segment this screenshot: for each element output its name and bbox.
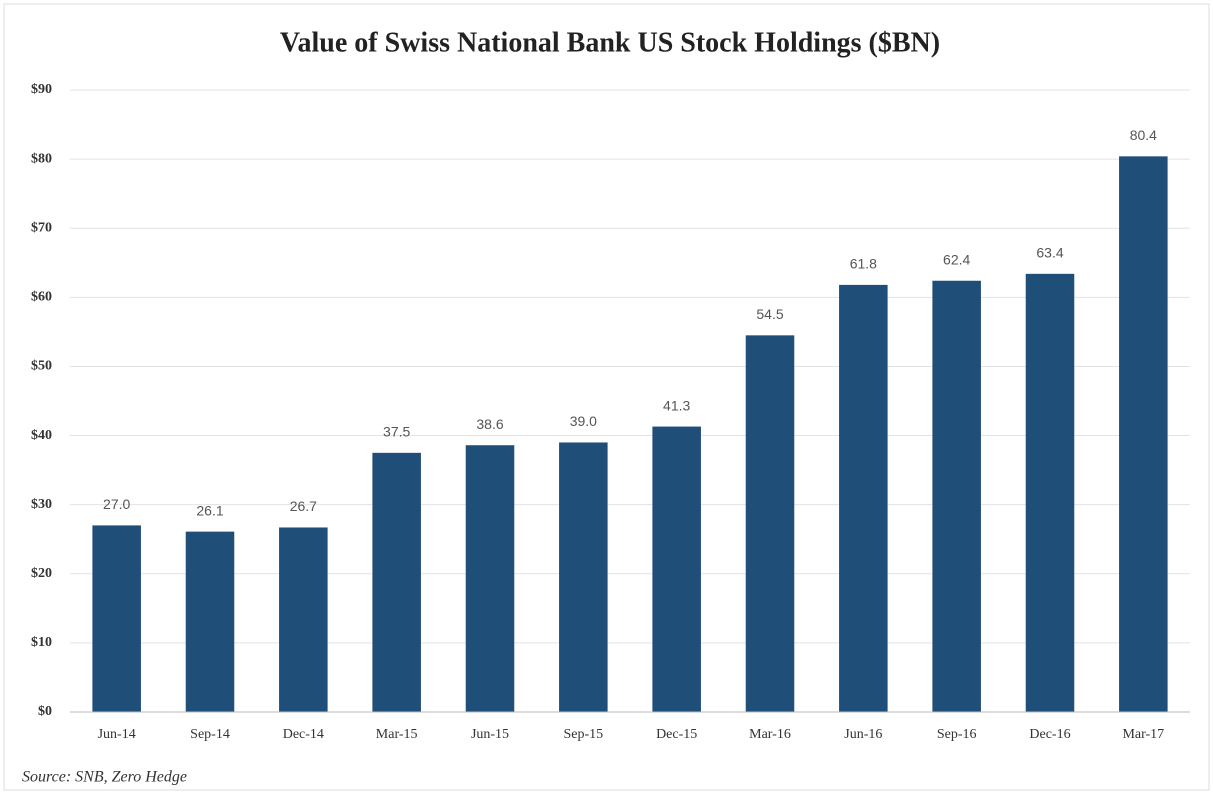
value-label: 37.5 bbox=[383, 424, 410, 440]
bar bbox=[745, 335, 795, 712]
x-tick-label: Sep-16 bbox=[937, 727, 977, 742]
value-label: 38.6 bbox=[476, 416, 503, 432]
bar bbox=[1025, 273, 1075, 712]
value-label: 62.4 bbox=[943, 251, 970, 267]
y-tick-label: $70 bbox=[31, 220, 52, 235]
x-tick-label: Dec-15 bbox=[656, 727, 697, 742]
y-tick-label: $40 bbox=[31, 428, 52, 443]
bar bbox=[839, 284, 888, 712]
bar bbox=[1119, 156, 1168, 712]
bar bbox=[92, 525, 141, 712]
x-tick-label: Jun-15 bbox=[471, 727, 509, 742]
bar bbox=[372, 452, 421, 712]
x-tick-label: Mar-15 bbox=[376, 727, 418, 742]
y-tick-label: $80 bbox=[31, 151, 52, 166]
chart-title: Value of Swiss National Bank US Stock Ho… bbox=[280, 27, 940, 58]
value-label: 39.0 bbox=[570, 413, 597, 429]
y-tick-label: $20 bbox=[31, 566, 52, 581]
bar bbox=[559, 442, 608, 712]
x-tick-label: Mar-17 bbox=[1122, 727, 1164, 742]
value-label: 26.1 bbox=[196, 502, 223, 518]
value-label: 80.4 bbox=[1130, 127, 1157, 143]
y-tick-label: $90 bbox=[31, 82, 52, 97]
source: Source: SNB, Zero Hedge bbox=[22, 769, 187, 786]
x-tick-label: Sep-15 bbox=[563, 727, 603, 742]
y-tick-label: $0 bbox=[38, 704, 52, 719]
x-tick-label: Jun-16 bbox=[844, 727, 882, 742]
value-label: 27.0 bbox=[103, 496, 130, 512]
value-label: 54.5 bbox=[756, 306, 783, 322]
x-tick-label: Dec-16 bbox=[1029, 727, 1070, 742]
value-label: 63.4 bbox=[1036, 245, 1063, 261]
y-tick-label: $50 bbox=[31, 359, 52, 374]
bar bbox=[465, 445, 515, 712]
x-tick-label: Jun-14 bbox=[98, 727, 136, 742]
bar bbox=[652, 426, 701, 712]
bar bbox=[185, 531, 235, 712]
x-tick-label: Dec-14 bbox=[283, 727, 324, 742]
bar bbox=[932, 280, 981, 712]
x-tick-label: Mar-16 bbox=[749, 727, 791, 742]
y-tick-label: $60 bbox=[31, 290, 52, 305]
value-label: 61.8 bbox=[850, 256, 877, 272]
bar bbox=[279, 527, 328, 712]
value-label: 41.3 bbox=[663, 397, 690, 413]
value-label: 26.7 bbox=[290, 498, 317, 514]
x-tick-label: Sep-14 bbox=[190, 727, 230, 742]
y-tick-label: $30 bbox=[31, 497, 52, 512]
y-tick-label: $10 bbox=[31, 635, 52, 650]
frame bbox=[3, 3, 1210, 791]
